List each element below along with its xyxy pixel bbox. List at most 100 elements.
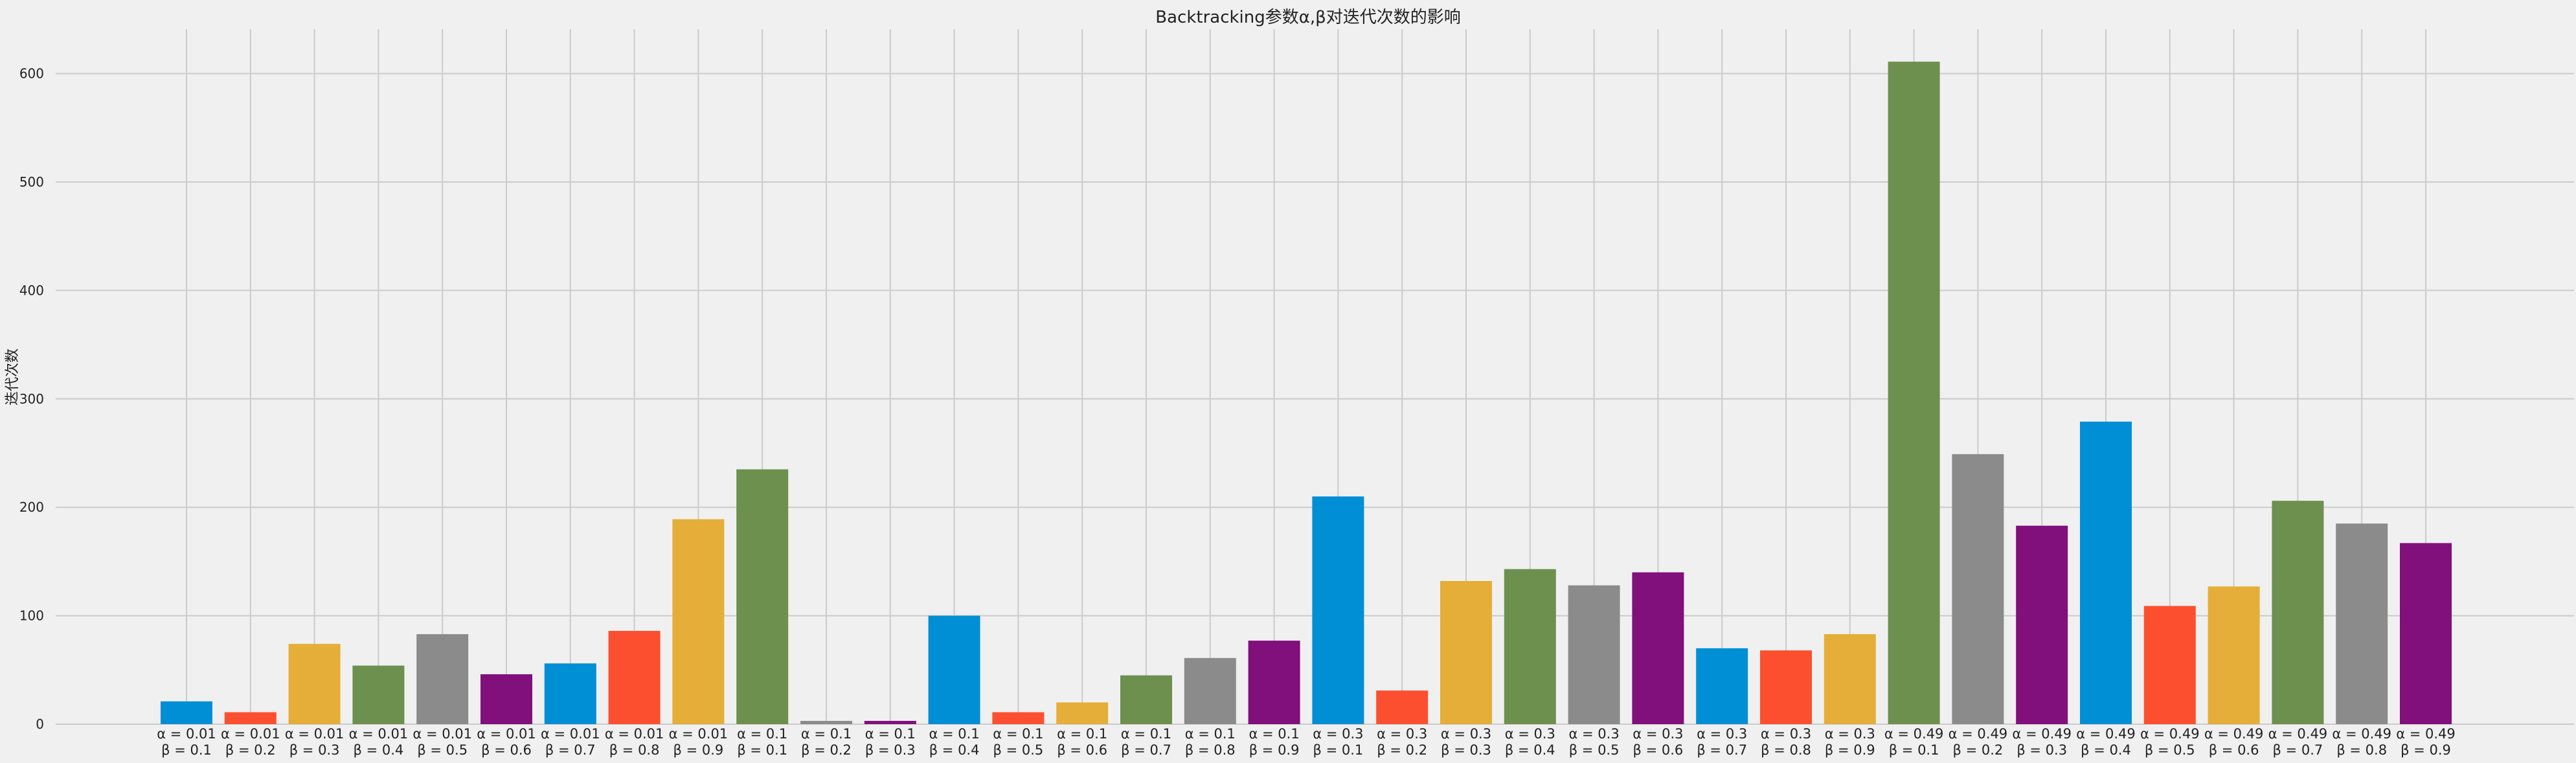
x-tick-label-beta: β = 0.4 xyxy=(1505,742,1555,758)
y-tick-label: 0 xyxy=(36,716,44,732)
bar xyxy=(480,674,532,724)
x-tick-label-beta: β = 0.3 xyxy=(1441,742,1491,758)
bar xyxy=(2208,586,2260,724)
bar xyxy=(928,615,980,724)
x-tick-label-beta: β = 0.2 xyxy=(1953,742,2004,758)
x-tick-label-beta: β = 0.4 xyxy=(929,742,980,758)
bar xyxy=(1632,572,1684,724)
x-tick-label-alpha: α = 0.49 xyxy=(2012,726,2072,742)
y-tick-label: 500 xyxy=(19,174,44,190)
x-tick-label-alpha: α = 0.3 xyxy=(1377,726,1427,742)
x-tick-label-alpha: α = 0.3 xyxy=(1825,726,1875,742)
bar xyxy=(1568,585,1620,724)
x-tick-label-alpha: α = 0.49 xyxy=(1884,726,1944,742)
x-tick-label-beta: β = 0.3 xyxy=(289,742,340,758)
x-tick-label-beta: β = 0.1 xyxy=(737,742,787,758)
x-tick-label-beta: β = 0.5 xyxy=(417,742,468,758)
bar xyxy=(736,469,789,724)
bar xyxy=(864,720,916,724)
bar xyxy=(416,634,469,724)
bar xyxy=(2143,606,2196,724)
x-tick-label-alpha: α = 0.1 xyxy=(1249,726,1300,742)
x-tick-label-beta: β = 0.1 xyxy=(161,742,212,758)
x-tick-label-alpha: α = 0.1 xyxy=(993,726,1043,742)
x-tick-label-beta: β = 0.9 xyxy=(1249,742,1300,758)
x-tick-label-beta: β = 0.6 xyxy=(1057,742,1107,758)
bar xyxy=(2400,543,2452,724)
bar xyxy=(1120,675,1172,724)
x-tick-label-beta: β = 0.7 xyxy=(1697,742,1747,758)
x-tick-label-alpha: α = 0.01 xyxy=(157,726,216,742)
x-tick-label-beta: β = 0.2 xyxy=(225,742,276,758)
bar xyxy=(1760,650,1812,724)
y-tick-label: 200 xyxy=(19,499,44,515)
x-tick-label-alpha: α = 0.49 xyxy=(2396,726,2456,742)
y-tick-label: 600 xyxy=(19,66,44,82)
bar xyxy=(672,519,725,724)
bar xyxy=(992,712,1045,724)
x-tick-label-alpha: α = 0.01 xyxy=(412,726,472,742)
x-tick-label-alpha: α = 0.1 xyxy=(1121,726,1171,742)
bar xyxy=(1440,581,1492,724)
x-tick-label-beta: β = 0.6 xyxy=(2209,742,2259,758)
x-tick-label-beta: β = 0.9 xyxy=(1825,742,1875,758)
bar xyxy=(544,663,596,724)
bar xyxy=(1952,454,2004,724)
bar xyxy=(288,644,341,724)
x-tick-label-beta: β = 0.5 xyxy=(2145,742,2195,758)
x-tick-label-alpha: α = 0.1 xyxy=(801,726,852,742)
bar xyxy=(800,720,852,724)
y-tick-label: 100 xyxy=(19,608,44,624)
x-tick-label-alpha: α = 0.1 xyxy=(1185,726,1236,742)
x-tick-label-beta: β = 0.3 xyxy=(2017,742,2067,758)
x-tick-label-alpha: α = 0.3 xyxy=(1313,726,1363,742)
x-tick-label-alpha: α = 0.49 xyxy=(2268,726,2328,742)
bar xyxy=(1312,496,1364,724)
y-axis-label: 迭代次数 xyxy=(5,348,21,405)
y-tick-labels: 0 100 200 300 400 500 600 xyxy=(19,66,44,732)
bar xyxy=(1056,702,1109,724)
x-tick-label-alpha: α = 0.49 xyxy=(2140,726,2200,742)
x-tick-label-beta: β = 0.3 xyxy=(865,742,916,758)
x-tick-label-beta: β = 0.4 xyxy=(2081,742,2131,758)
x-tick-label-alpha: α = 0.01 xyxy=(541,726,600,742)
y-tick-label: 300 xyxy=(19,391,44,407)
x-tick-label-beta: β = 0.7 xyxy=(1121,742,1171,758)
x-tick-label-beta: β = 0.7 xyxy=(2273,742,2323,758)
x-tick-label-alpha: α = 0.49 xyxy=(2332,726,2391,742)
bar xyxy=(1184,657,1236,724)
x-tick-label-alpha: α = 0.01 xyxy=(221,726,280,742)
bar xyxy=(1888,62,1940,725)
chart-title: Backtracking参数α,β对迭代次数的影响 xyxy=(1155,8,1461,27)
bar xyxy=(1504,569,1556,724)
x-tick-label-alpha: α = 0.3 xyxy=(1505,726,1555,742)
bar xyxy=(608,631,661,724)
x-tick-label-beta: β = 0.5 xyxy=(1569,742,1620,758)
bar xyxy=(352,665,405,724)
bar xyxy=(1696,648,1748,724)
x-tick-label-alpha: α = 0.3 xyxy=(1569,726,1620,742)
bar xyxy=(2272,501,2324,724)
bar xyxy=(2336,523,2388,724)
x-tick-label-beta: β = 0.2 xyxy=(801,742,852,758)
bar xyxy=(1376,690,1429,724)
x-tick-label-alpha: α = 0.3 xyxy=(1441,726,1491,742)
bar xyxy=(161,701,212,724)
x-tick-label-alpha: α = 0.1 xyxy=(929,726,980,742)
bars xyxy=(161,62,2452,725)
y-tick-label: 400 xyxy=(19,282,44,298)
x-tick-label-beta: β = 0.4 xyxy=(354,742,404,758)
bar xyxy=(2080,421,2132,724)
bar xyxy=(1248,641,1300,724)
x-tick-label-beta: β = 0.6 xyxy=(481,742,532,758)
x-tick-label-alpha: α = 0.1 xyxy=(1057,726,1107,742)
x-tick-label-alpha: α = 0.3 xyxy=(1633,726,1683,742)
x-tick-label-beta: β = 0.6 xyxy=(1633,742,1684,758)
x-tick-label-alpha: α = 0.01 xyxy=(669,726,729,742)
x-tick-label-alpha: α = 0.01 xyxy=(285,726,345,742)
x-tick-label-beta: β = 0.8 xyxy=(609,742,660,758)
x-tick-label-beta: β = 0.7 xyxy=(545,742,596,758)
x-tick-label-alpha: α = 0.49 xyxy=(2204,726,2264,742)
x-tick-label-beta: β = 0.8 xyxy=(1761,742,1811,758)
